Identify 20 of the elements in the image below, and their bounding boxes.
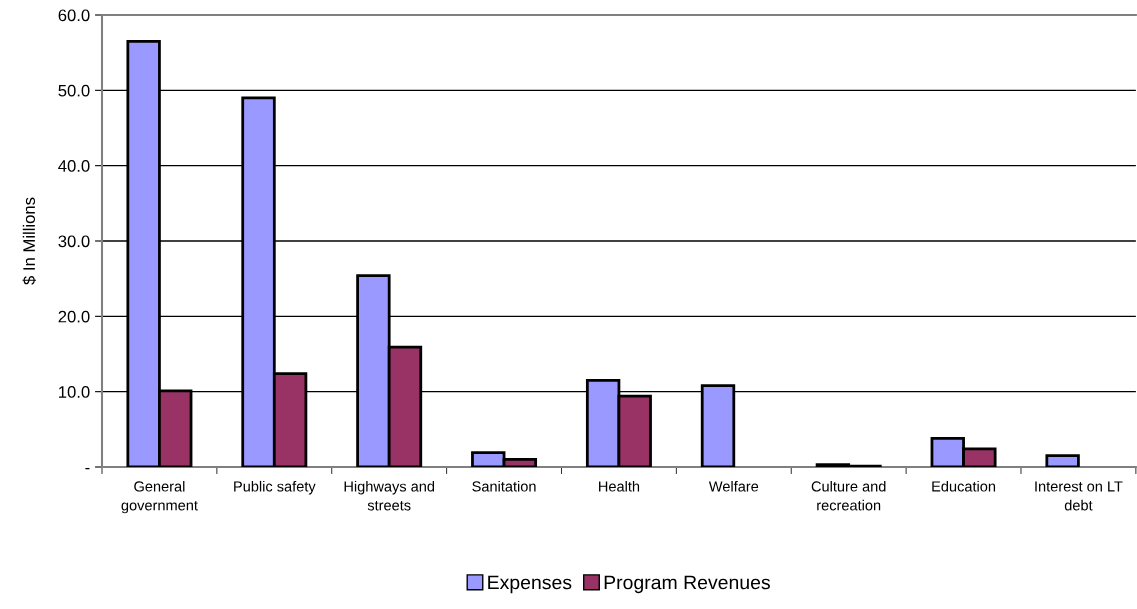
x-tick-label: Culture and recreation bbox=[811, 480, 886, 511]
y-tick-label: - bbox=[85, 467, 90, 470]
y-tick-label: 60.0 bbox=[58, 9, 90, 22]
bar bbox=[1045, 454, 1080, 467]
y-axis-title: $ In Millions bbox=[22, 197, 37, 285]
x-tick-label: Interest on LT debt bbox=[1035, 481, 1123, 511]
legend-label: Program Revenues bbox=[604, 575, 770, 594]
y-tick-label: 30.0 bbox=[58, 235, 90, 248]
x-tick-label: Health bbox=[599, 480, 640, 492]
y-tick-label: 50.0 bbox=[58, 84, 90, 97]
legend-label: Expenses bbox=[488, 575, 572, 594]
x-tick-label: Highways and streets bbox=[344, 480, 435, 511]
x-tick-label: Sanitation bbox=[472, 480, 536, 492]
y-tick-label: 20.0 bbox=[58, 310, 90, 323]
x-tick-label: Education bbox=[932, 480, 996, 492]
y-tick-label: 10.0 bbox=[59, 386, 90, 398]
x-tick-label: Public safety bbox=[234, 480, 316, 495]
x-tick-label: General government bbox=[121, 480, 198, 514]
y-tick-label: 40.0 bbox=[58, 160, 90, 172]
x-tick-label: Welfare bbox=[708, 480, 759, 492]
